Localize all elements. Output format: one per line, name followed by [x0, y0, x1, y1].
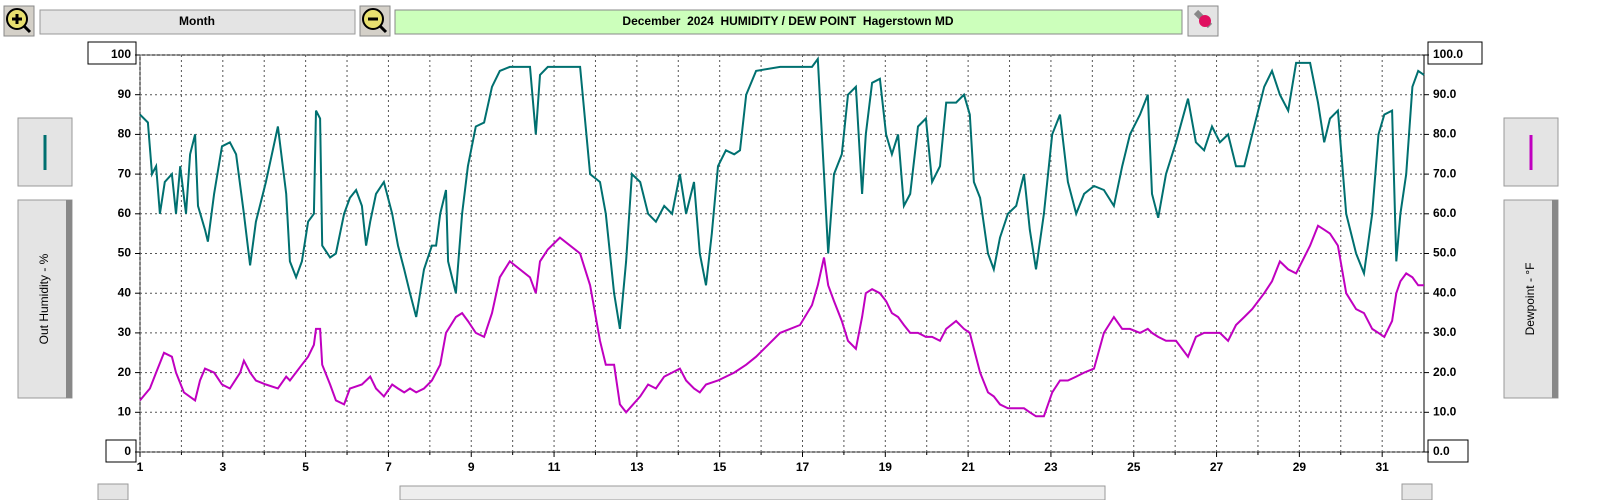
button-shadow — [1552, 200, 1558, 398]
y-tick-label: 10 — [118, 404, 132, 418]
y2-tick-label: 60.0 — [1433, 206, 1457, 220]
axis-label-button[interactable] — [1503, 199, 1559, 399]
axis-end-box — [1427, 439, 1469, 463]
period-button[interactable]: Month — [39, 9, 356, 35]
y-tick-label: 40 — [118, 285, 132, 299]
chart-title: December 2024 HUMIDITY / DEW POINT Hager… — [622, 14, 954, 28]
x-tick-label: 29 — [1293, 460, 1307, 474]
axis-end-box — [105, 439, 137, 463]
y2-tick-label: 30.0 — [1433, 325, 1457, 339]
x-tick-label: 9 — [468, 460, 475, 474]
scrollbar[interactable] — [399, 485, 1106, 500]
x-tick-label: 31 — [1376, 460, 1390, 474]
x-tick-label: 5 — [302, 460, 309, 474]
legend-label: Dewpoint - °F — [1523, 263, 1537, 336]
plus-icon — [12, 14, 32, 34]
x-tick-label: 21 — [961, 460, 975, 474]
series-line — [139, 224, 1424, 418]
x-tick-label: 13 — [630, 460, 644, 474]
x-tick-label: 7 — [385, 460, 392, 474]
axis-end-box — [87, 41, 137, 65]
scroll-right[interactable] — [1401, 483, 1433, 500]
x-tick-label: 17 — [796, 460, 810, 474]
x-tick-label: 27 — [1210, 460, 1224, 474]
y2-tick-label: 100.0 — [1433, 47, 1463, 61]
y2-tick-label: 20.0 — [1433, 365, 1457, 379]
x-tick-label: 15 — [713, 460, 727, 474]
y-tick-label: 0 — [124, 444, 131, 458]
x-tick-label: 25 — [1127, 460, 1141, 474]
y2-tick-label: 40.0 — [1433, 285, 1457, 299]
clear-button[interactable] — [1187, 5, 1219, 37]
eraser-tip — [1199, 15, 1211, 27]
y-tick-label: 90 — [118, 87, 132, 101]
zoom-out-button[interactable] — [359, 5, 391, 37]
y2-tick-label: 50.0 — [1433, 246, 1457, 260]
x-tick-label: 3 — [219, 460, 226, 474]
period-label: Month — [179, 14, 215, 28]
button-shadow — [66, 200, 72, 398]
y2-tick-label: 80.0 — [1433, 127, 1457, 141]
y-tick-label: 80 — [118, 127, 132, 141]
y-tick-label: 30 — [118, 325, 132, 339]
y-tick-label: 60 — [118, 206, 132, 220]
scroll-left[interactable] — [97, 483, 129, 500]
y2-tick-label: 70.0 — [1433, 166, 1457, 180]
x-tick-label: 19 — [879, 460, 893, 474]
axis-end-box — [1427, 41, 1483, 65]
x-tick-label: 11 — [548, 460, 561, 474]
x-tick-label: 1 — [137, 460, 144, 474]
series-line — [139, 56, 1425, 330]
y2-tick-label: 0.0 — [1433, 444, 1450, 458]
left-legend[interactable] — [17, 117, 73, 399]
y-tick-label: 20 — [118, 365, 132, 379]
y-tick-label: 100 — [111, 47, 131, 61]
x-tick-label: 23 — [1044, 460, 1058, 474]
axis-label-button[interactable] — [17, 199, 73, 399]
y-tick-label: 50 — [118, 246, 132, 260]
legend-label: Out Humidity - % — [37, 253, 51, 344]
button-face[interactable] — [39, 9, 356, 35]
y-tick-label: 70 — [118, 166, 132, 180]
zoom-in-button[interactable] — [3, 5, 35, 37]
title-box — [394, 9, 1183, 35]
minus-icon — [368, 17, 388, 34]
y2-tick-label: 10.0 — [1433, 404, 1457, 418]
y2-tick-label: 90.0 — [1433, 87, 1457, 101]
